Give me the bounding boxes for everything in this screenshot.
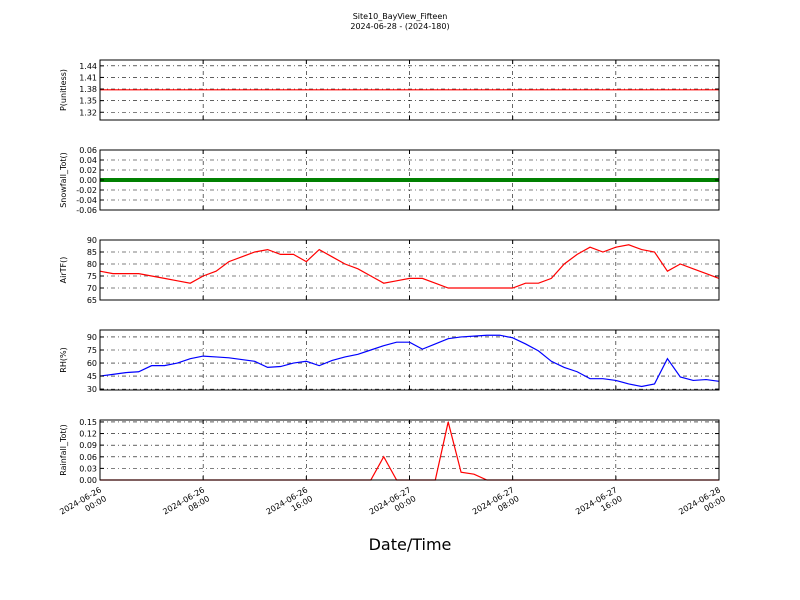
y-tick-label: 1.41 <box>79 73 97 82</box>
y-tick-label: 60 <box>87 359 97 368</box>
y-tick-label: 0.00 <box>79 176 97 185</box>
y-tick-label: 70 <box>87 284 97 293</box>
y-tick-label: 90 <box>87 333 97 342</box>
y-tick-label: 1.32 <box>79 108 97 117</box>
y-axis-label: RH(%) <box>59 347 68 372</box>
y-axis-label: Rainfall_Tot() <box>59 424 68 476</box>
y-axis-label: P(unitless) <box>59 69 68 111</box>
y-tick-label: 85 <box>87 248 97 257</box>
y-tick-label: 0.04 <box>79 156 97 165</box>
y-tick-label: 0.06 <box>79 146 97 155</box>
y-tick-label: 0.00 <box>79 476 97 485</box>
y-tick-label: 30 <box>87 385 97 394</box>
y-tick-label: -0.06 <box>76 206 97 215</box>
y-tick-label: 65 <box>87 296 97 305</box>
data-line <box>99 334 720 388</box>
y-tick-label: -0.02 <box>76 186 97 195</box>
data-line <box>99 244 720 289</box>
x-axis-label: Date/Time <box>369 535 452 554</box>
y-tick-label: 1.38 <box>79 85 97 94</box>
y-tick-label: 0.12 <box>79 430 97 439</box>
chart-title: Site10_BayView_Fifteen <box>353 12 448 21</box>
y-tick-label: 75 <box>87 346 97 355</box>
y-tick-label: 1.44 <box>79 62 97 71</box>
y-tick-label: 0.02 <box>79 166 97 175</box>
y-tick-label: -0.04 <box>76 196 97 205</box>
chart-subtitle: 2024-06-28 - (2024-180) <box>350 22 449 31</box>
y-tick-label: 0.06 <box>79 453 97 462</box>
y-tick-label: 0.15 <box>79 418 97 427</box>
y-axis-label: AirTF() <box>59 257 68 284</box>
y-tick-label: 80 <box>87 260 97 269</box>
y-tick-label: 0.09 <box>79 441 97 450</box>
y-tick-label: 45 <box>87 372 97 381</box>
y-tick-label: 90 <box>87 236 97 245</box>
y-axis-label: Snowfall_Tot() <box>59 152 68 208</box>
y-tick-label: 0.03 <box>79 464 97 473</box>
y-tick-label: 75 <box>87 272 97 281</box>
y-tick-label: 1.35 <box>79 97 97 106</box>
